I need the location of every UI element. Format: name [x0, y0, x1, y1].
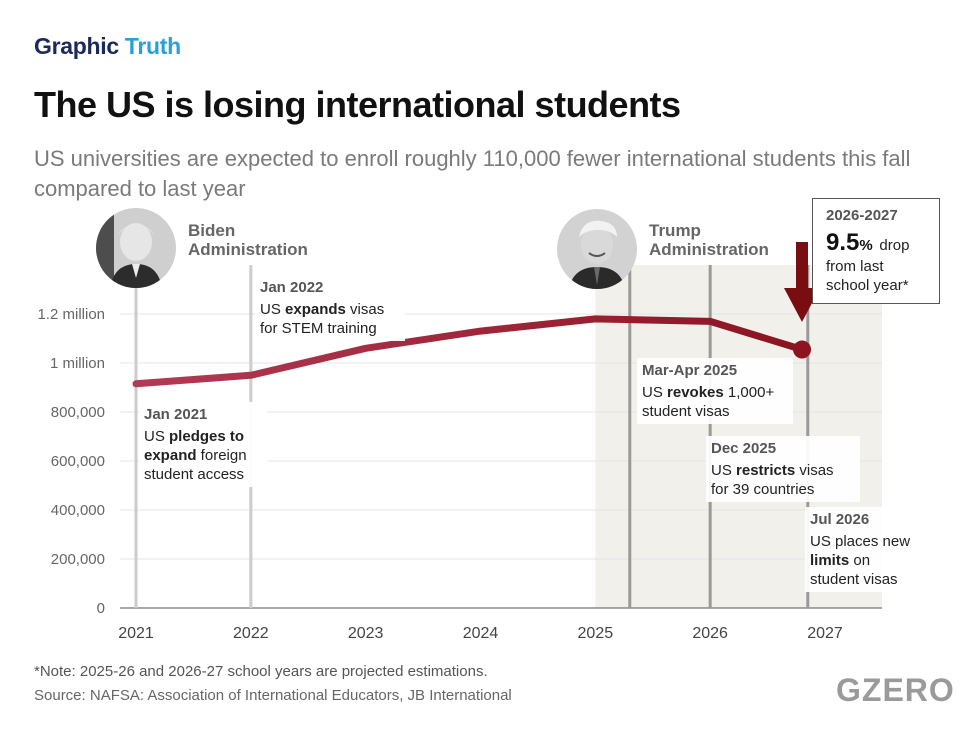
x-tick-label: 2024 [463, 625, 499, 642]
x-tick-label: 2023 [348, 625, 384, 642]
biden-label-line1: Biden [188, 221, 236, 240]
annotation-text-bold: restricts [736, 462, 796, 479]
annotation-jul-2026: Jul 2026 US places new limits on student… [805, 507, 925, 592]
annotation-text-pre: US [144, 428, 170, 445]
annotation-jan-2021: Jan 2021 US pledges to expand foreign st… [139, 402, 267, 487]
annotation-text-pre: US [260, 301, 286, 318]
drop-callout-box: 2026-2027 9.5% drop from last school yea… [812, 198, 940, 304]
y-tick-label: 200,000 [51, 551, 105, 568]
trump-label-line2: Administration [649, 240, 769, 259]
brand-graphic: Graphic [34, 33, 119, 59]
y-tick-label: 0 [97, 600, 105, 617]
biden-label-line2: Administration [188, 240, 308, 259]
x-tick-label: 2022 [233, 625, 269, 642]
chart-title: The US is losing international students [34, 84, 681, 125]
enrollment-series-line [132, 315, 806, 388]
annotation-date: Jan 2022 [260, 279, 324, 296]
trump-administration-label: Trump Administration [649, 221, 799, 259]
drop-arrow-head [784, 288, 820, 322]
callout-value-unit: % [859, 237, 873, 254]
y-tick-label: 600,000 [51, 453, 105, 470]
gzero-logo: GZERO [836, 672, 955, 708]
trump-portrait [557, 209, 637, 289]
y-tick-label: 400,000 [51, 502, 105, 519]
annotation-text-bold: limits [810, 552, 850, 569]
drop-arrow-shaft [796, 242, 808, 290]
annotation-text-bold: expands [285, 301, 346, 318]
x-tick-label: 2025 [578, 625, 614, 642]
y-tick-label: 800,000 [51, 404, 105, 421]
annotation-date: Jan 2021 [144, 406, 208, 423]
series-endpoint-dot [793, 340, 812, 359]
source-line: Source: NAFSA: Association of Internatio… [34, 687, 512, 704]
annotation-text-post: visas for STEM training [260, 301, 385, 337]
annotation-mar-apr-2025: Mar-Apr 2025 US revokes 1,000+ student v… [637, 358, 793, 424]
x-tick-label: 2026 [692, 625, 728, 642]
annotation-text-bold: pledges to expand [144, 428, 245, 464]
callout-value: 9.5% drop [826, 229, 909, 257]
annotation-date: Mar-Apr 2025 [642, 362, 738, 379]
annotation-text-pre: US [711, 462, 737, 479]
annotation-text-post: foreign student access [144, 447, 247, 483]
x-tick-label: 2027 [807, 625, 843, 642]
brand-truth: Truth [124, 33, 181, 59]
annotation-text-post: visas for 39 countries [711, 462, 834, 498]
annotation-jan-2022: Jan 2022 US expands visas for STEM train… [255, 275, 405, 341]
annotation-date: Dec 2025 [711, 440, 777, 457]
annotation-text-pre: US places new [810, 533, 911, 550]
callout-value-suffix: drop [879, 237, 910, 254]
chart-subtitle: US universities are expected to enroll r… [34, 146, 911, 201]
annotation-text-bold: revokes [667, 384, 724, 401]
brand-label: Graphic Truth [34, 33, 181, 60]
footnote: *Note: 2025-26 and 2026-27 school years … [34, 663, 488, 680]
y-tick-label: 1 million [50, 355, 105, 372]
y-tick-label: 1.2 million [37, 306, 105, 323]
annotation-date: Jul 2026 [810, 511, 870, 528]
callout-title: 2026-2027 [826, 207, 898, 224]
callout-desc-line2: school year* [826, 277, 909, 294]
annotation-dec-2025: Dec 2025 US restricts visas for 39 count… [706, 436, 860, 502]
callout-value-number: 9.5 [826, 229, 860, 256]
x-tick-label: 2021 [118, 625, 154, 642]
trump-label-line1: Trump [649, 221, 701, 240]
annotation-text-post: 1,000+ student visas [642, 384, 775, 420]
callout-desc-line1: from last [826, 258, 884, 275]
biden-administration-label: Biden Administration [188, 221, 338, 259]
biden-portrait [96, 208, 176, 288]
annotation-text-post: on student visas [810, 552, 898, 588]
annotation-text-pre: US [642, 384, 668, 401]
